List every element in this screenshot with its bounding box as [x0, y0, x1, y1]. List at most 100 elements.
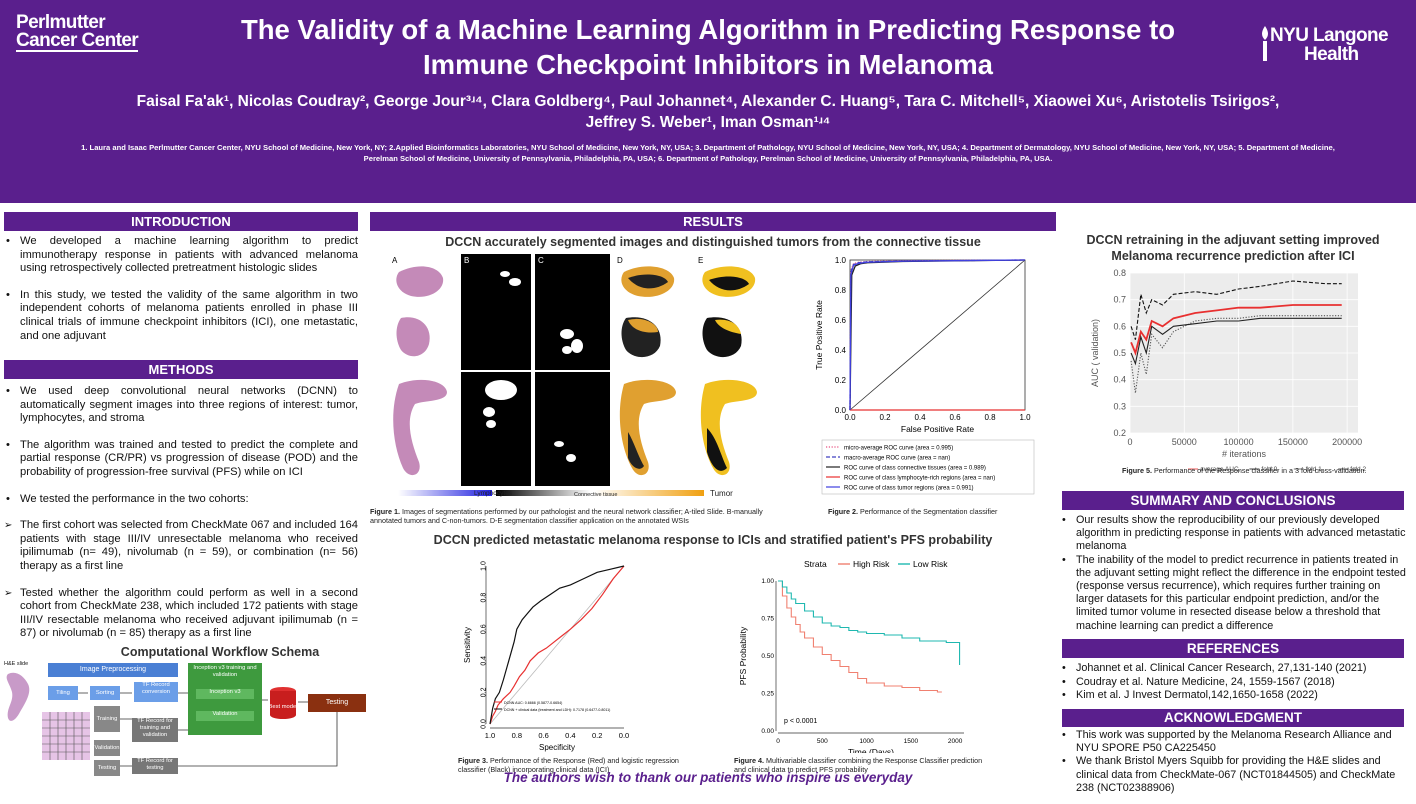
x-tick-label: 0.0	[619, 731, 629, 740]
training-box: Training	[94, 706, 120, 732]
y-tick-label: 0.8	[481, 593, 488, 603]
he-slide-label: H&E slide	[4, 661, 29, 667]
auc-series-line	[1130, 280, 1342, 340]
figure3-caption: Figure 3. Performance of the Response (R…	[458, 756, 688, 774]
figure4-label: Figure 4.	[734, 756, 764, 765]
legend-entry: ROC curve of class tumor regions (area =…	[844, 486, 974, 492]
chance-diagonal	[489, 565, 625, 725]
figure3-label: Figure 3.	[458, 756, 488, 765]
legend-entry: DCNN + clinical data (treatment and LDH)…	[504, 708, 610, 712]
legend-entry: fold 2	[1350, 466, 1366, 473]
tumor-legend-label: Tumor	[710, 489, 733, 498]
methods-cohort-item: Tested whether the algorithm could perfo…	[4, 587, 358, 641]
methods-body: We used deep convolutional neural networ…	[4, 385, 358, 641]
poster-title: The Validity of a Machine Learning Algor…	[200, 12, 1216, 82]
figure4-text: Multivariable classifier combining the R…	[734, 756, 983, 774]
acknowledgment-body: This work was supported by the Melanoma …	[1060, 729, 1406, 795]
chance-diagonal	[849, 259, 1026, 411]
x-tick-label: 1.0	[1019, 413, 1031, 422]
x-tick-label: 0.2	[879, 413, 891, 422]
y-tick-label: 0.00	[761, 728, 774, 735]
best-model-cylinder	[270, 687, 296, 719]
inception-panel: Inception v3 training and validation Inc…	[188, 663, 262, 735]
he-slide-image	[6, 672, 30, 721]
y-tick-label: 0.4	[835, 346, 847, 355]
roc-series-line	[849, 259, 1026, 411]
panel-d-bottom	[614, 372, 690, 486]
legend-entry: macro-average ROC curve (area = nan)	[844, 456, 950, 462]
legend-entry: ROC curve of class connective tissues (a…	[844, 466, 986, 472]
roc-response-chart: 1.0 0.8 0.6 0.4 0.2 0.0 0.0 0.2 0.4 0.6 0.8 1.0 Spec…	[463, 561, 629, 752]
best-model-label: Best model	[268, 704, 298, 710]
x-tick-label: 0.2	[592, 731, 602, 740]
panel-label: B	[464, 256, 470, 265]
figure3-text: Performance of the Response (Red) and lo…	[458, 756, 679, 774]
roc-segmentation-chart: 0.00.0 0.2 0.2 0.4 0.4 0.6 0.6 0.8 0.8 1.0 1.0 Fals…	[814, 256, 1035, 495]
ack-bullet: We thank Bristol Myers Squibb for provid…	[1060, 755, 1406, 795]
workflow-arrows	[78, 692, 338, 767]
y-tick-label: 0.2	[481, 687, 488, 697]
x-tick-label: 0.6	[538, 731, 548, 740]
x-tick-label: 1000	[859, 738, 874, 745]
figure2-label: Figure 2.	[828, 507, 858, 516]
reference-item: Coudray et al. Nature Medicine, 24, 1559…	[1060, 676, 1406, 690]
testing-final-box: Testing	[308, 694, 366, 712]
logo-right-line1: NYU Langone	[1270, 25, 1389, 46]
roc-series-line	[489, 565, 625, 725]
panel-label: C	[538, 256, 544, 265]
ack-bullet: This work was supported by the Melanoma …	[1060, 729, 1406, 755]
legend-entry: High Risk	[853, 559, 890, 569]
x-tick-label: 0.8	[512, 731, 522, 740]
poster-header: Perlmutter Cancer Center The Validity of…	[0, 0, 1416, 203]
tfrecord-conversion-box: TF Record conversion	[134, 682, 178, 702]
summary-bullet: The inability of the model to predict re…	[1060, 554, 1406, 633]
retraining-title-line1: DCCN retraining in the adjuvant setting …	[1086, 233, 1380, 247]
methods-bullet: We tested the performance in the two coh…	[4, 493, 358, 507]
legend-entry: fold 0,	[1261, 466, 1279, 473]
connective-legend-label: Connective tissue	[574, 492, 618, 498]
author-list: Faisal Fa'ak¹, Nicolas Coudray², George …	[60, 91, 1356, 133]
legend-entry: Low Risk	[913, 559, 948, 569]
y-tick-label: 0.0	[835, 406, 847, 415]
retraining-title-line2: Melanoma recurrence prediction after ICI	[1111, 248, 1355, 263]
auc-series-line	[1130, 304, 1342, 356]
image-preprocessing-label: Image Preprocessing	[48, 663, 178, 677]
legend-entry: fold 1,	[1306, 466, 1324, 473]
validation-box: Validation	[94, 740, 120, 756]
sorting-box: Sorting	[90, 686, 120, 700]
panel-c-bottom	[535, 372, 610, 486]
y-tick-label: 0.6	[481, 624, 488, 634]
nyu-langone-logo: NYU Langone Health	[1258, 12, 1398, 72]
tile-grid-image	[42, 712, 90, 760]
panel-a-bottom	[389, 372, 457, 486]
y-tick-label: 0.4	[481, 656, 488, 666]
y-axis-label: Sensitivity	[463, 627, 472, 663]
figure1-text: Images of segmentations performed by our…	[370, 507, 763, 525]
figure1-caption: Figure 1. Images of segmentations perfor…	[370, 507, 790, 525]
x-tick-label: 0	[1127, 437, 1132, 447]
x-axis-label: False Positive Rate	[901, 424, 974, 434]
roc-series-line	[489, 565, 625, 725]
x-tick-label: 150000	[1278, 437, 1308, 447]
x-tick-label: 0.6	[949, 413, 961, 422]
y-tick-label: 1.00	[761, 578, 774, 585]
x-axis-label: Time (Days)	[848, 747, 894, 753]
tf-train-val-box: TF Record for training and validation	[132, 718, 178, 742]
authors-line2: Jeffrey S. Weber¹, Iman Osman¹ʴ⁴	[585, 114, 831, 131]
x-tick-label: 100000	[1224, 437, 1254, 447]
y-tick-label: 0.2	[1113, 428, 1126, 438]
tf-testing-box: TF Record for testing	[132, 758, 178, 774]
legend-entry: ROC curve of class lymphocyte-rich regio…	[844, 476, 995, 482]
x-tick-label: 1500	[904, 738, 919, 745]
y-tick-label: 0.6	[835, 316, 847, 325]
inception-inner-box: Inception v3	[196, 689, 254, 699]
figure5-label: Figure 5.	[1122, 466, 1152, 475]
y-tick-label: 0.8	[835, 286, 847, 295]
legend-entry: average AUC,	[1200, 466, 1241, 473]
inception-label: Inception v3 training and validation	[193, 665, 257, 678]
panel-d-top: D	[614, 254, 690, 370]
testing-box: Testing	[94, 760, 120, 776]
methods-heading: METHODS	[4, 360, 358, 379]
y-tick-label: 0.3	[1113, 401, 1126, 411]
